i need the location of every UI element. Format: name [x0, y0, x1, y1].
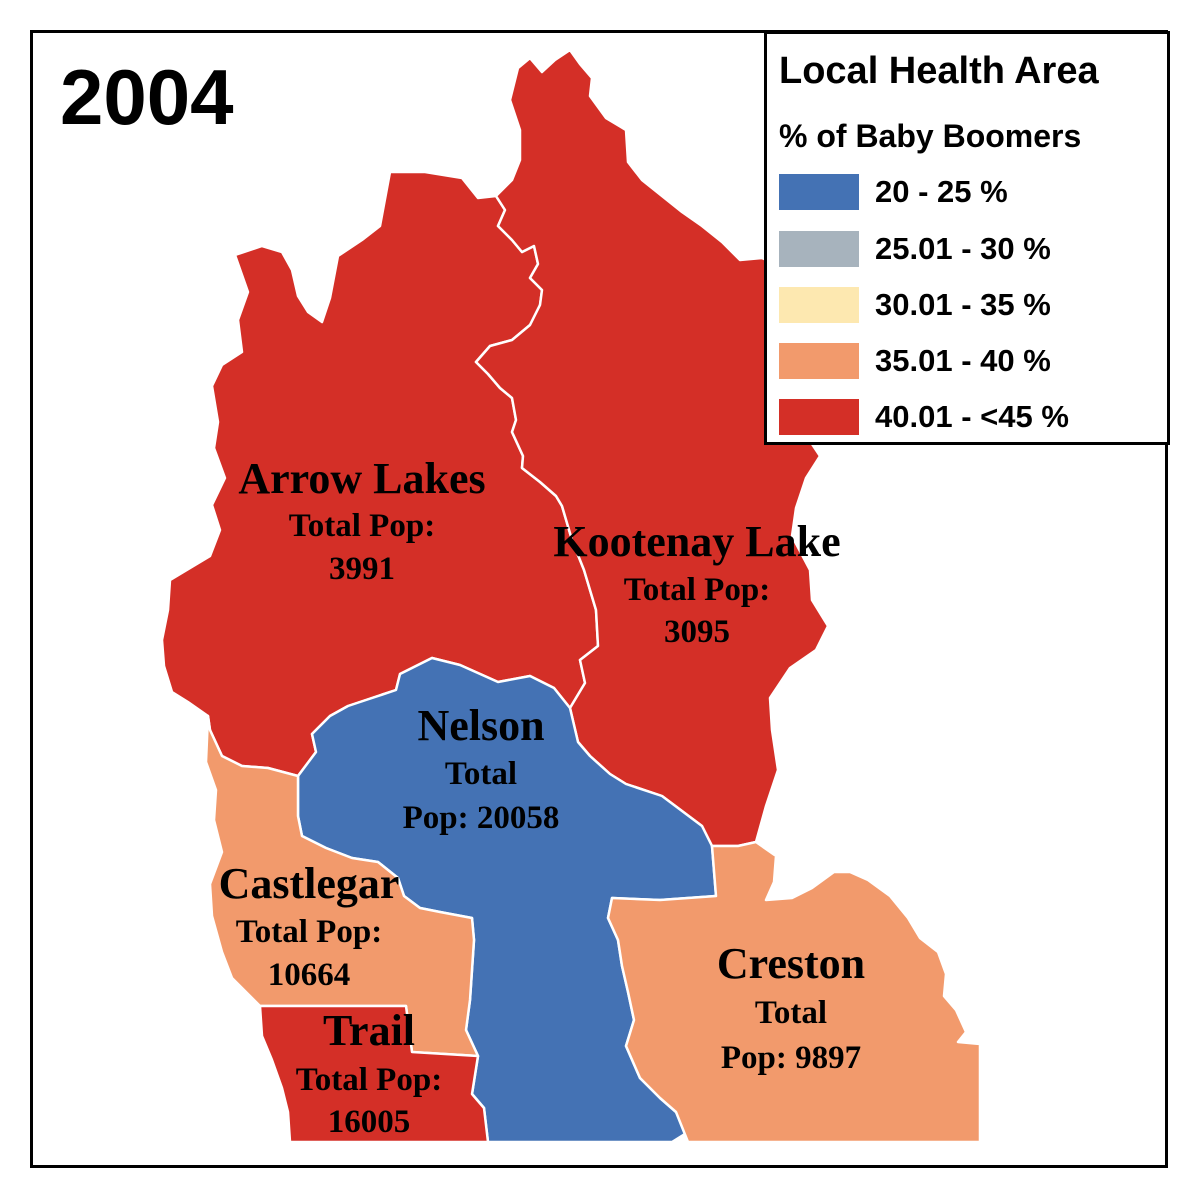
label-kootenay-lake: Kootenay Lake Total Pop: 3095	[553, 517, 840, 650]
legend-item: 35.01 - 40 %	[779, 341, 1159, 381]
legend-swatch	[779, 174, 859, 210]
region-name: Trail	[323, 1006, 415, 1055]
label-castlegar: Castlegar Total Pop: 10664	[219, 859, 400, 993]
region-castlegar[interactable]	[204, 714, 480, 1058]
legend-swatch	[779, 231, 859, 267]
region-pop-label: Total Pop:	[624, 572, 770, 608]
region-pop-value: 3095	[664, 614, 730, 650]
legend-swatch	[779, 343, 859, 379]
region-pop-label: Total	[445, 756, 517, 792]
legend-label: 30.01 - 35 %	[875, 287, 1051, 322]
region-pop-value: 16005	[328, 1104, 411, 1140]
legend: Local Health Area % of Baby Boomers 20 -…	[764, 31, 1170, 445]
region-pop-value: Pop: 20058	[403, 800, 560, 836]
legend-title: Local Health Area	[779, 50, 1099, 92]
region-creston[interactable]	[606, 840, 982, 1144]
region-trail[interactable]	[258, 1004, 490, 1144]
region-pop-value: 3991	[329, 551, 395, 587]
region-pop-label: Total Pop:	[296, 1062, 442, 1098]
region-name: Castlegar	[219, 859, 400, 908]
label-arrow-lakes: Arrow Lakes Total Pop: 3991	[238, 454, 485, 587]
legend-label: 20 - 25 %	[875, 174, 1008, 209]
region-pop-label: Total Pop:	[236, 914, 382, 950]
region-pop-value: 10664	[268, 957, 351, 993]
legend-label: 40.01 - <45 %	[875, 399, 1069, 434]
legend-subtitle: % of Baby Boomers	[779, 118, 1082, 154]
legend-label: 35.01 - 40 %	[875, 343, 1051, 378]
region-name: Kootenay Lake	[553, 517, 840, 566]
legend-label: 25.01 - 30 %	[875, 231, 1051, 266]
region-pop-label: Total Pop:	[289, 508, 435, 544]
label-nelson: Nelson Total Pop: 20058	[403, 701, 560, 836]
legend-swatch	[779, 287, 859, 323]
legend-item: 25.01 - 30 %	[779, 229, 1159, 269]
legend-item: 20 - 25 %	[779, 172, 1159, 212]
legend-item: 40.01 - <45 %	[779, 397, 1159, 437]
region-name: Arrow Lakes	[238, 454, 485, 503]
legend-swatch	[779, 399, 859, 435]
map-year-title: 2004	[60, 53, 234, 141]
region-pop-label: Total	[755, 995, 827, 1031]
region-name: Creston	[717, 939, 865, 988]
legend-item: 30.01 - 35 %	[779, 285, 1159, 325]
label-trail: Trail Total Pop: 16005	[296, 1006, 442, 1140]
label-creston: Creston Total Pop: 9897	[717, 939, 865, 1076]
region-name: Nelson	[417, 701, 544, 750]
region-pop-value: Pop: 9897	[721, 1040, 861, 1076]
